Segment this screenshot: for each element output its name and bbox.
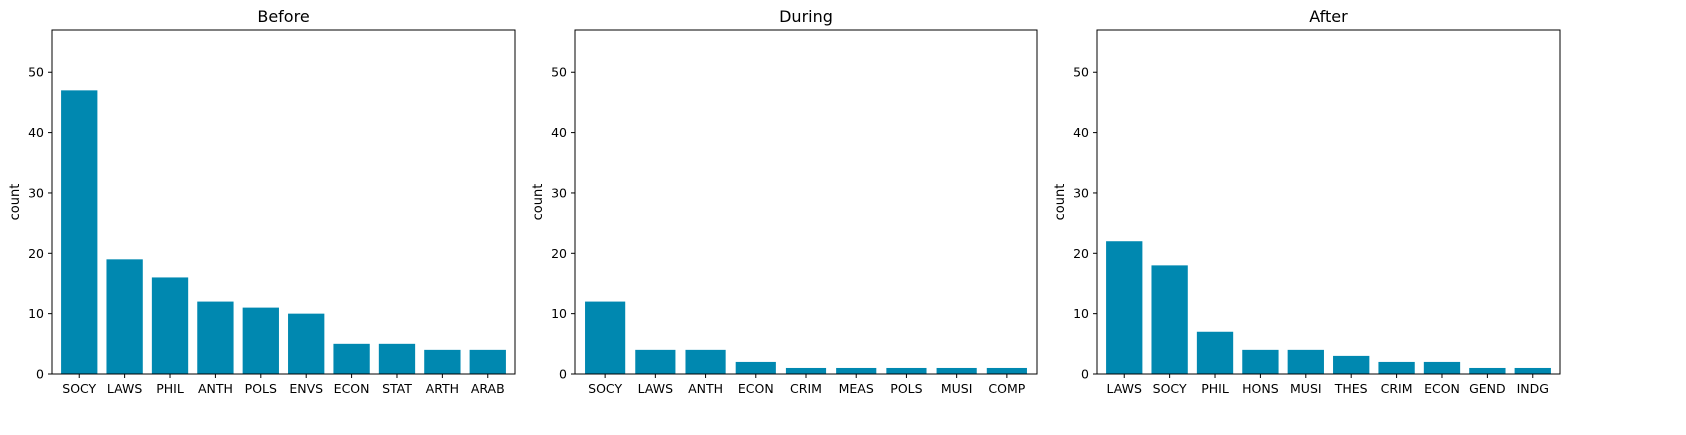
bar: [106, 259, 143, 374]
y-axis-label: count: [8, 184, 23, 221]
bar: [1151, 265, 1188, 374]
x-tick-label: LAWS: [1107, 381, 1142, 396]
bar: [585, 301, 626, 374]
x-tick-label: PHIL: [156, 381, 184, 396]
chart-panel: During 0 10 20 30 40 50 SOCY LAWS ANTH ECON CRIM MEA…: [531, 7, 1038, 396]
y-tick-label: 30: [28, 185, 44, 200]
x-tick-label: MUSI: [941, 381, 973, 396]
x-tick-label: ARAB: [471, 381, 505, 396]
y-tick-label: 10: [551, 306, 567, 321]
x-tick-label: MEAS: [839, 381, 874, 396]
x-tick-label: STAT: [382, 381, 412, 396]
x-tick-label: POLS: [245, 381, 277, 396]
bar: [378, 343, 416, 374]
bar: [735, 361, 776, 374]
x-tick-label: ANTH: [688, 381, 723, 396]
bar: [1378, 361, 1415, 374]
y-tick-label: 40: [28, 125, 44, 140]
y-tick-label: 40: [551, 125, 567, 140]
bar: [836, 367, 877, 374]
y-tick-label: 50: [551, 65, 567, 80]
bar: [1423, 361, 1461, 374]
bar: [785, 367, 827, 374]
plot-frame: [574, 29, 1038, 375]
bar: [151, 277, 189, 374]
plot-frame: [51, 29, 516, 375]
bar: [424, 349, 461, 374]
chart-panel: Before 0 10 20 30 40 50 SOCY LAWS PHIL ANTH POLS ENV…: [8, 7, 516, 396]
x-tick-label: ECON: [738, 381, 774, 396]
y-axis-label: count: [1053, 184, 1068, 221]
bar: [197, 301, 234, 374]
x-tick-label: COMP: [988, 381, 1025, 396]
bar: [886, 367, 927, 374]
bar: [333, 343, 370, 374]
y-tick-label: 20: [1073, 246, 1089, 261]
bar: [242, 307, 279, 374]
bar: [635, 349, 676, 374]
x-tick-label: ENVS: [289, 381, 323, 396]
y-tick-label: 30: [551, 185, 567, 200]
y-tick-label: 50: [1073, 65, 1089, 80]
y-tick-label: 10: [1073, 306, 1089, 321]
x-tick-label: LAWS: [107, 381, 142, 396]
bar: [1196, 331, 1234, 374]
x-tick-label: HONS: [1242, 381, 1279, 396]
x-tick-label: LAWS: [638, 381, 673, 396]
bar: [936, 367, 977, 374]
bar: [61, 90, 98, 374]
y-tick-label: 30: [1073, 185, 1089, 200]
x-tick-label: THES: [1334, 381, 1368, 396]
bar: [986, 367, 1027, 374]
y-tick-label: 0: [1081, 367, 1089, 382]
x-tick-label: ANTH: [198, 381, 233, 396]
plot-frame: [1096, 29, 1561, 375]
x-tick-label: SOCY: [1153, 381, 1187, 396]
x-tick-label: POLS: [890, 381, 922, 396]
x-tick-label: INDG: [1517, 381, 1549, 396]
bar: [1106, 241, 1143, 374]
bar: [469, 349, 506, 374]
bar: [1242, 349, 1279, 374]
bar: [685, 349, 726, 374]
chart-title: After: [1309, 7, 1348, 26]
bar: [1333, 355, 1370, 374]
y-tick-label: 20: [551, 246, 567, 261]
y-tick-label: 10: [28, 306, 44, 321]
x-tick-label: CRIM: [1381, 381, 1413, 396]
x-tick-label: MUSI: [1290, 381, 1322, 396]
x-tick-label: SOCY: [588, 381, 622, 396]
bar: [1469, 367, 1506, 374]
y-tick-label: 50: [28, 65, 44, 80]
bar: [1514, 367, 1551, 374]
x-tick-label: ARTH: [426, 381, 459, 396]
x-tick-label: PHIL: [1201, 381, 1229, 396]
y-axis-label: count: [531, 184, 546, 221]
y-tick-label: 0: [559, 367, 567, 382]
y-tick-label: 20: [28, 246, 44, 261]
chart-title: Before: [257, 7, 309, 26]
x-tick-label: ECON: [334, 381, 370, 396]
x-tick-label: ECON: [1424, 381, 1460, 396]
chart-panel: After 0 10 20 30 40 50 LAWS SOCY PHIL HONS MUSI THES…: [1053, 7, 1561, 396]
y-tick-label: 40: [1073, 125, 1089, 140]
chart-title: During: [779, 7, 833, 26]
x-tick-label: SOCY: [62, 381, 96, 396]
x-tick-label: CRIM: [790, 381, 822, 396]
y-tick-label: 0: [36, 367, 44, 382]
bar: [1287, 349, 1324, 374]
bar: [288, 313, 325, 374]
x-tick-label: GEND: [1469, 381, 1506, 396]
